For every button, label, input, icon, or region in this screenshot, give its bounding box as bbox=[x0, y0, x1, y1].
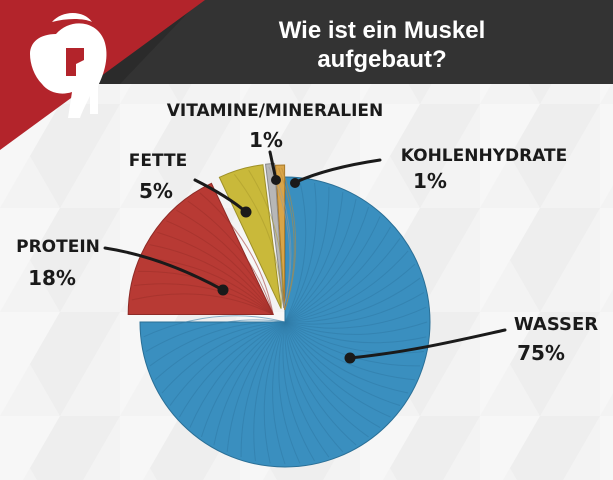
fiber-line bbox=[284, 182, 317, 323]
fiber-line bbox=[178, 321, 286, 418]
fiber-line bbox=[142, 257, 274, 315]
header-band bbox=[0, 0, 613, 150]
fiber-line bbox=[284, 321, 369, 438]
fiber-line bbox=[284, 321, 409, 394]
fiber-line bbox=[240, 321, 286, 458]
fiber-line bbox=[284, 198, 357, 323]
label-fette-name: FETTE bbox=[129, 151, 187, 171]
leader-dot-wasser bbox=[344, 352, 356, 364]
fiber-line bbox=[233, 174, 282, 309]
label-vitamine-name: VITAMINE/MINERALIEN bbox=[167, 101, 384, 121]
fiber-line bbox=[200, 321, 286, 438]
fiber-line bbox=[284, 321, 357, 446]
fiber-line bbox=[284, 306, 427, 329]
label-wasser-name: WASSER bbox=[514, 314, 598, 335]
leader-dot-fette bbox=[240, 206, 252, 218]
fiber-line bbox=[226, 321, 286, 452]
fiber-line bbox=[143, 315, 286, 338]
fiber-line bbox=[284, 216, 381, 323]
label-protein-name: PROTEIN bbox=[16, 237, 100, 257]
fiber-line bbox=[284, 238, 401, 323]
fiber-line bbox=[263, 321, 286, 464]
fiber-line bbox=[187, 200, 274, 315]
fiber-line bbox=[284, 192, 344, 323]
fiber-line bbox=[284, 321, 381, 429]
label-kohlenhydrate-value: 1% bbox=[413, 169, 447, 193]
label-protein-value: 18% bbox=[28, 266, 76, 290]
fiber-line bbox=[213, 321, 286, 446]
fiber-line bbox=[284, 277, 421, 323]
fiber-line bbox=[149, 321, 286, 367]
fiber-line bbox=[284, 226, 392, 323]
fiber-line bbox=[284, 321, 401, 407]
fiber-line bbox=[282, 321, 315, 462]
slice-fette bbox=[218, 164, 282, 309]
fiber-line bbox=[281, 167, 297, 311]
fiber-line bbox=[145, 319, 286, 352]
fiber-line bbox=[272, 321, 286, 465]
fiber-line bbox=[166, 220, 274, 315]
fiber-line bbox=[284, 206, 370, 323]
fiber-line bbox=[134, 283, 274, 315]
leader-protein bbox=[103, 246, 225, 292]
fiber-line bbox=[137, 270, 274, 315]
fiber-line bbox=[284, 292, 425, 325]
fiber-line bbox=[284, 321, 344, 453]
fiber-line bbox=[278, 321, 301, 464]
leader-dot-vitamine bbox=[271, 175, 281, 185]
leader-dot-protein bbox=[217, 284, 229, 296]
fiber-line bbox=[284, 180, 307, 323]
fiber-line bbox=[284, 321, 425, 354]
fiber-line bbox=[248, 169, 284, 309]
fiber-line bbox=[176, 209, 274, 315]
fiber-line bbox=[284, 321, 428, 335]
label-kohlenhydrate-name: KOHLENHYDRATE bbox=[401, 146, 568, 166]
leader-wasser bbox=[348, 328, 507, 360]
fiber-line bbox=[169, 321, 286, 406]
spartan-helmet-icon bbox=[30, 13, 107, 119]
fiber-line bbox=[131, 293, 274, 315]
page-title-line-2: aufgebaut? bbox=[317, 46, 446, 73]
fiber-line bbox=[189, 321, 286, 428]
leader-kohlenhydrate bbox=[294, 158, 382, 184]
fiber-line bbox=[284, 263, 416, 323]
fiber-line bbox=[284, 250, 409, 323]
fiber-line bbox=[284, 321, 415, 381]
fiber-line bbox=[161, 321, 286, 394]
label-wasser-value: 75% bbox=[517, 341, 565, 365]
fiber-line bbox=[284, 321, 391, 418]
fiber-line bbox=[149, 244, 274, 315]
fiber-line bbox=[284, 321, 330, 458]
fiber-texture bbox=[131, 166, 428, 465]
fiber-line bbox=[157, 231, 274, 315]
fiber-line bbox=[199, 192, 274, 315]
pie-chart bbox=[127, 162, 431, 468]
fiber-line bbox=[284, 321, 427, 344]
fiber-line bbox=[284, 186, 330, 323]
page-title-line-1: Wie ist ein Muskel bbox=[279, 17, 486, 44]
fiber-line bbox=[154, 321, 286, 381]
leader-lines bbox=[103, 150, 507, 364]
leader-dot-kohlenhydrate bbox=[290, 178, 300, 188]
fiber-line bbox=[253, 321, 286, 462]
slice-vitamine bbox=[264, 162, 285, 309]
label-fette-value: 5% bbox=[139, 179, 173, 203]
label-vitamine-value: 1% bbox=[249, 128, 283, 152]
